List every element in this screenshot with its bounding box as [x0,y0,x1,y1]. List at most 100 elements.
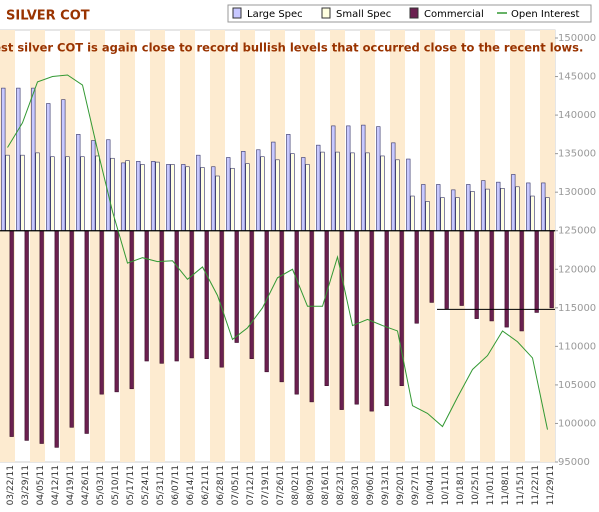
bar [286,134,291,232]
bar [16,87,21,232]
legend-swatch [232,7,242,19]
x-tick-label: 05/31/11 [156,465,166,505]
band [510,30,525,462]
x-tick-label: 11/22/11 [531,465,541,505]
chart-title: SILVER COT [6,9,90,24]
bar [361,124,366,232]
bar [519,230,524,332]
bar [230,167,235,232]
bar [309,230,314,403]
bar [95,155,100,232]
legend-label: Open Interest [511,9,580,20]
band [450,30,465,462]
bar [46,103,51,232]
bar [215,175,220,232]
bar [200,167,205,232]
x-tick-label: 11/29/11 [546,465,556,505]
bar [451,189,456,232]
bar [170,164,175,232]
bar [339,230,344,410]
y2-tick-label: 145000 [558,72,596,83]
legend-label: Large Spec [247,9,303,20]
bar [65,156,70,232]
y2-tick-label: 100000 [558,418,596,429]
x-tick-label: 10/04/11 [426,465,436,505]
x-tick-label: 08/23/11 [336,465,346,505]
bar [35,152,40,232]
band [420,30,435,462]
bar [54,230,59,448]
bar [376,126,381,232]
bar [290,153,295,232]
bar [474,230,479,319]
band [480,30,495,462]
bar [305,164,310,232]
bar [496,181,501,232]
bar [219,230,224,368]
legend-label: Small Spec [336,9,391,20]
bar [549,230,554,309]
bar [530,195,535,232]
bar [181,164,186,232]
bar [211,166,216,232]
x-tick-label: 06/07/11 [171,465,181,505]
bar [485,188,490,232]
x-tick-label: 11/01/11 [486,465,496,505]
bar [481,180,486,232]
bar [455,197,460,232]
bar [121,162,126,232]
x-tick-label: 07/12/11 [246,465,256,505]
x-tick-label: 08/16/11 [321,465,331,505]
bar [500,188,505,232]
bar [301,157,306,232]
x-tick-label: 08/02/11 [291,465,301,505]
bar [511,174,516,232]
bar [489,230,494,322]
bar [189,230,194,359]
band [540,30,555,462]
bar [515,186,520,232]
x-tick-label: 10/18/11 [456,465,466,505]
bar [399,230,404,386]
x-tick-label: 09/27/11 [411,465,421,505]
legend-swatch [409,7,419,19]
bar [406,158,411,232]
bar [241,151,246,232]
bar [335,151,340,232]
x-tick-label: 11/08/11 [501,465,511,505]
x-tick-label: 03/22/11 [6,465,16,505]
x-tick-label: 09/13/11 [381,465,391,505]
x-tick-label: 04/26/11 [81,465,91,505]
bar [545,197,550,232]
bar [346,125,351,232]
bar [234,230,239,343]
x-tick-label: 10/11/11 [441,465,451,505]
x-tick-label: 06/21/11 [201,465,211,505]
legend-swatch [321,7,331,19]
bar [429,230,434,303]
bar [410,195,415,232]
bar [391,142,396,232]
y2-tick-label: 110000 [558,341,596,352]
x-tick-label: 08/09/11 [306,465,316,505]
x-tick-label: 05/03/11 [96,465,106,505]
x-tick-label: 04/05/11 [36,465,46,505]
x-tick-label: 09/06/11 [366,465,376,505]
bar [226,157,231,232]
x-tick-label: 05/17/11 [126,465,136,505]
bar [331,125,336,232]
bar [425,201,430,232]
bar [260,156,265,232]
bar [414,230,419,324]
bar [84,230,89,434]
x-tick-label: 07/26/11 [276,465,286,505]
bar [196,154,201,232]
bar [9,230,14,437]
bar [245,163,250,232]
bar [316,144,321,232]
bar [80,156,85,232]
bar [256,149,261,232]
x-tick-label: 07/05/11 [231,465,241,505]
x-tick-label: 11/15/11 [516,465,526,505]
bar [69,230,74,428]
